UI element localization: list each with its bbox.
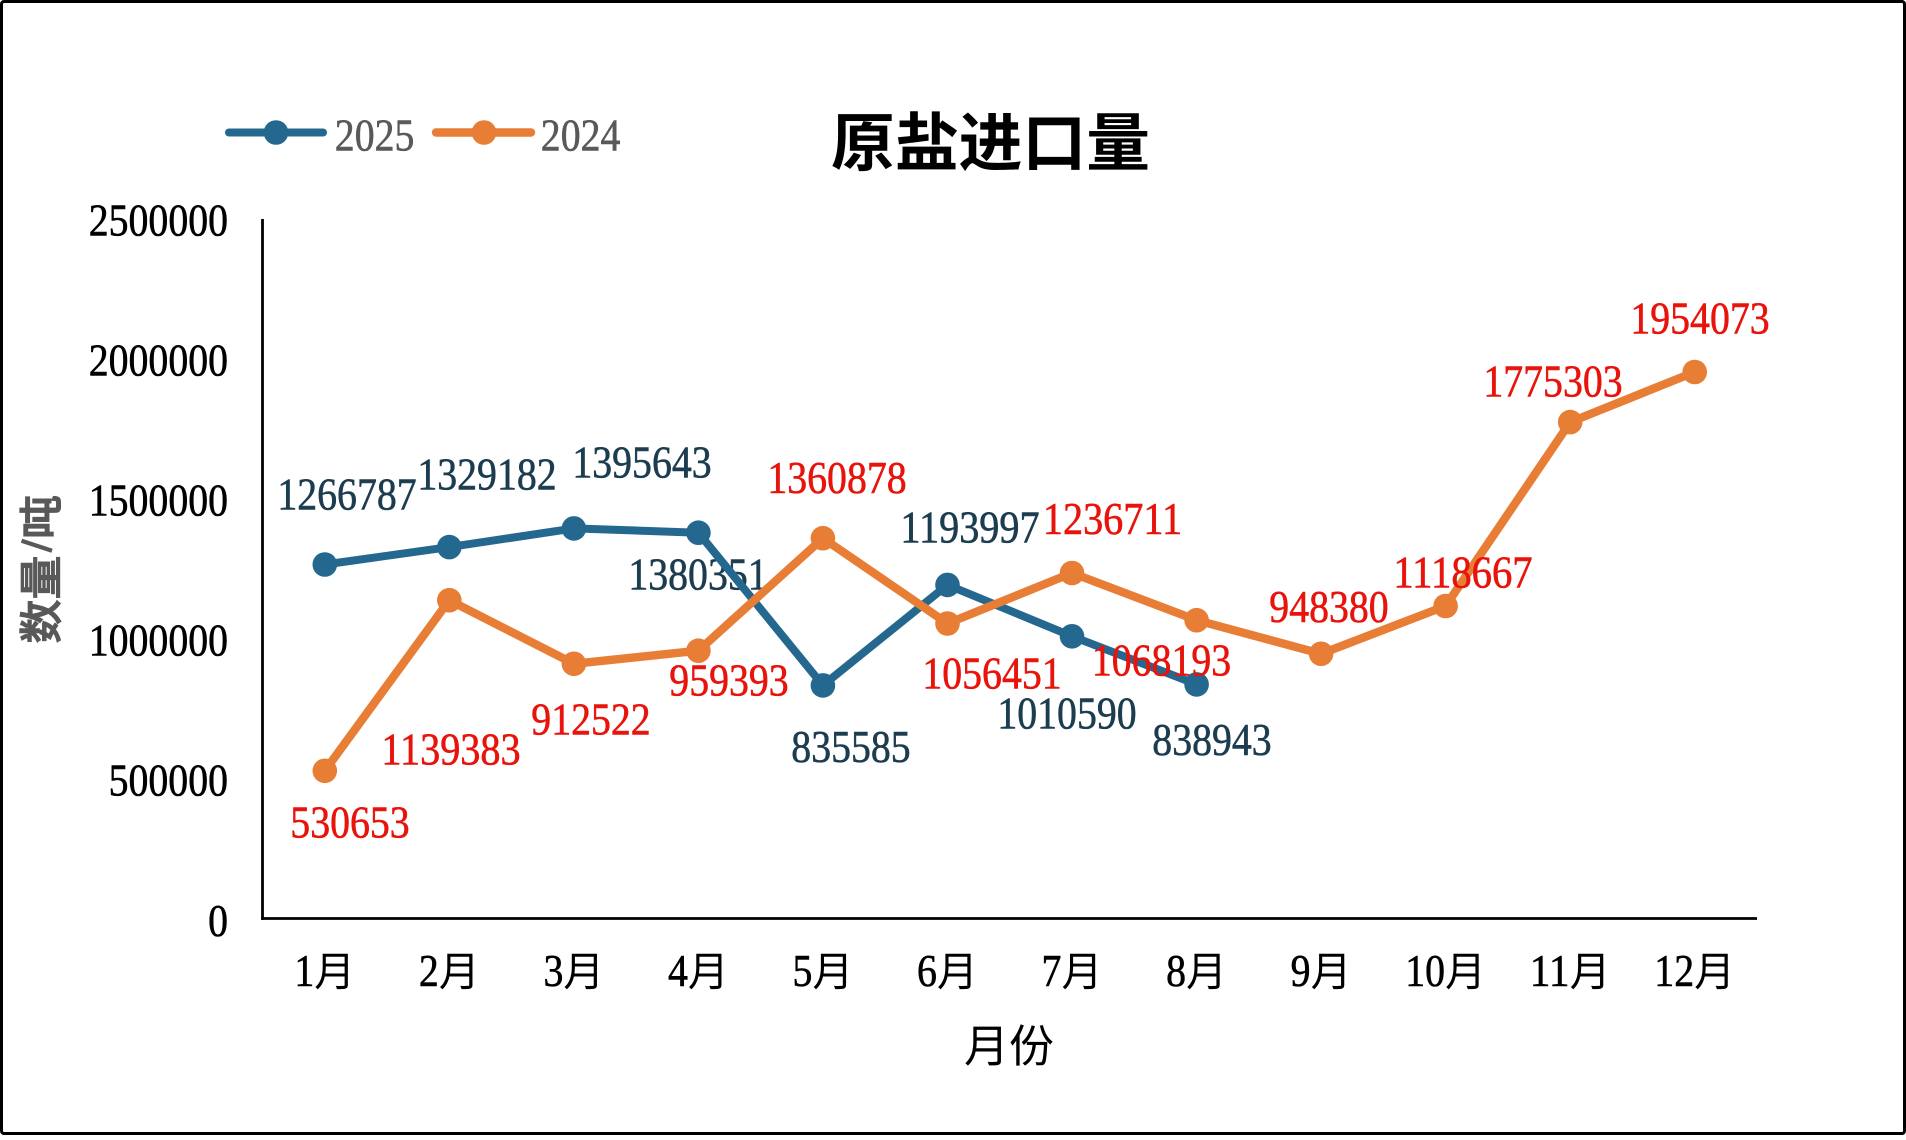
svg-text:9: 9: [1291, 945, 1311, 996]
svg-text:835585: 835585: [791, 721, 910, 772]
svg-text:1329182: 1329182: [417, 448, 556, 499]
svg-text:0: 0: [208, 895, 228, 946]
svg-text:1: 1: [294, 945, 314, 996]
svg-text:1193997: 1193997: [900, 501, 1039, 552]
svg-text:10: 10: [1405, 945, 1445, 996]
svg-text:4: 4: [668, 945, 688, 996]
svg-text:1056451: 1056451: [922, 647, 1061, 698]
svg-text:2500000: 2500000: [89, 194, 228, 245]
svg-text:1360878: 1360878: [767, 452, 906, 503]
svg-text:1500000: 1500000: [89, 475, 228, 526]
svg-text:8: 8: [1166, 945, 1186, 996]
svg-text:500000: 500000: [109, 755, 228, 806]
svg-text:1380351: 1380351: [628, 548, 767, 599]
svg-text:11: 11: [1530, 945, 1570, 996]
svg-text:959393: 959393: [669, 654, 788, 705]
svg-text:12: 12: [1654, 945, 1694, 996]
svg-text:1068193: 1068193: [1092, 634, 1231, 685]
svg-text:2000000: 2000000: [89, 334, 228, 385]
svg-text:7: 7: [1042, 945, 1062, 996]
svg-text:838943: 838943: [1152, 714, 1271, 765]
svg-text:2: 2: [419, 945, 439, 996]
svg-text:5: 5: [792, 945, 812, 996]
svg-text:530653: 530653: [290, 796, 409, 847]
svg-text:1954073: 1954073: [1630, 292, 1769, 343]
svg-text:2025: 2025: [335, 110, 415, 161]
svg-text:6: 6: [917, 945, 937, 996]
svg-text:1395643: 1395643: [572, 436, 711, 487]
svg-text:3: 3: [543, 945, 563, 996]
svg-text:1010590: 1010590: [997, 687, 1136, 738]
svg-text:1139383: 1139383: [381, 723, 520, 774]
svg-text:1266787: 1266787: [277, 468, 416, 519]
svg-text:912522: 912522: [531, 693, 650, 744]
svg-text:1775303: 1775303: [1483, 355, 1622, 406]
svg-text:1236711: 1236711: [1043, 493, 1182, 544]
svg-text:948380: 948380: [1269, 581, 1388, 632]
svg-text:2024: 2024: [541, 110, 621, 161]
svg-text:1118667: 1118667: [1393, 546, 1532, 597]
svg-text:1000000: 1000000: [89, 615, 228, 666]
